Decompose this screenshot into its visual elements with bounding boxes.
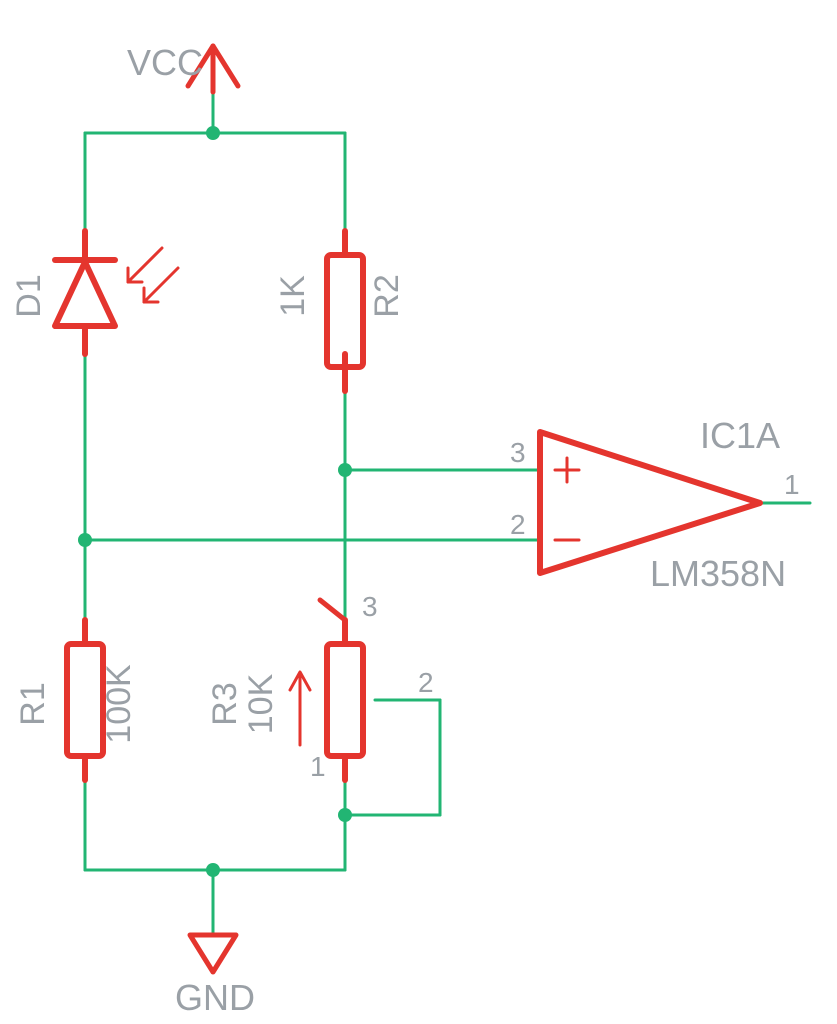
node-r2-r3 (338, 463, 352, 477)
node-gnd (206, 863, 220, 877)
r3-pin3: 3 (362, 591, 378, 622)
r2-ref: R2 (368, 274, 406, 317)
r3-val: 10K (242, 673, 280, 734)
ic1a-ref: IC1A (700, 415, 780, 456)
r1-ref: R1 (14, 682, 52, 725)
component-d1 (55, 231, 178, 354)
gnd-label: GND (175, 977, 255, 1018)
r3-ref: R3 (206, 682, 244, 725)
pot-wiper-icon (290, 672, 310, 745)
r1-val: 100K (100, 664, 138, 744)
vcc-label: VCC (127, 42, 203, 83)
ic1a-pin3: 3 (510, 437, 526, 468)
d1-ref: D1 (10, 274, 48, 317)
ic1a-part: LM358N (650, 553, 786, 594)
component-r2 (327, 231, 363, 391)
node-vcc (206, 126, 220, 140)
component-r1 (67, 620, 103, 780)
node-left-mid (78, 533, 92, 547)
node-r3-bot (338, 808, 352, 822)
ic1a-pin1: 1 (784, 469, 800, 500)
component-r3 (290, 600, 363, 780)
r2-val: 1K (274, 275, 312, 317)
r3-pin2: 2 (418, 667, 434, 698)
r3-pin1: 1 (310, 751, 326, 782)
light-arrows-icon (128, 248, 178, 302)
gnd-symbol (190, 935, 236, 972)
ic1a-pin2: 2 (510, 509, 526, 540)
schematic-diagram: VCC GND D1 R1 100K 1K R2 R3 10K 3 2 1 3 … (0, 0, 837, 1024)
